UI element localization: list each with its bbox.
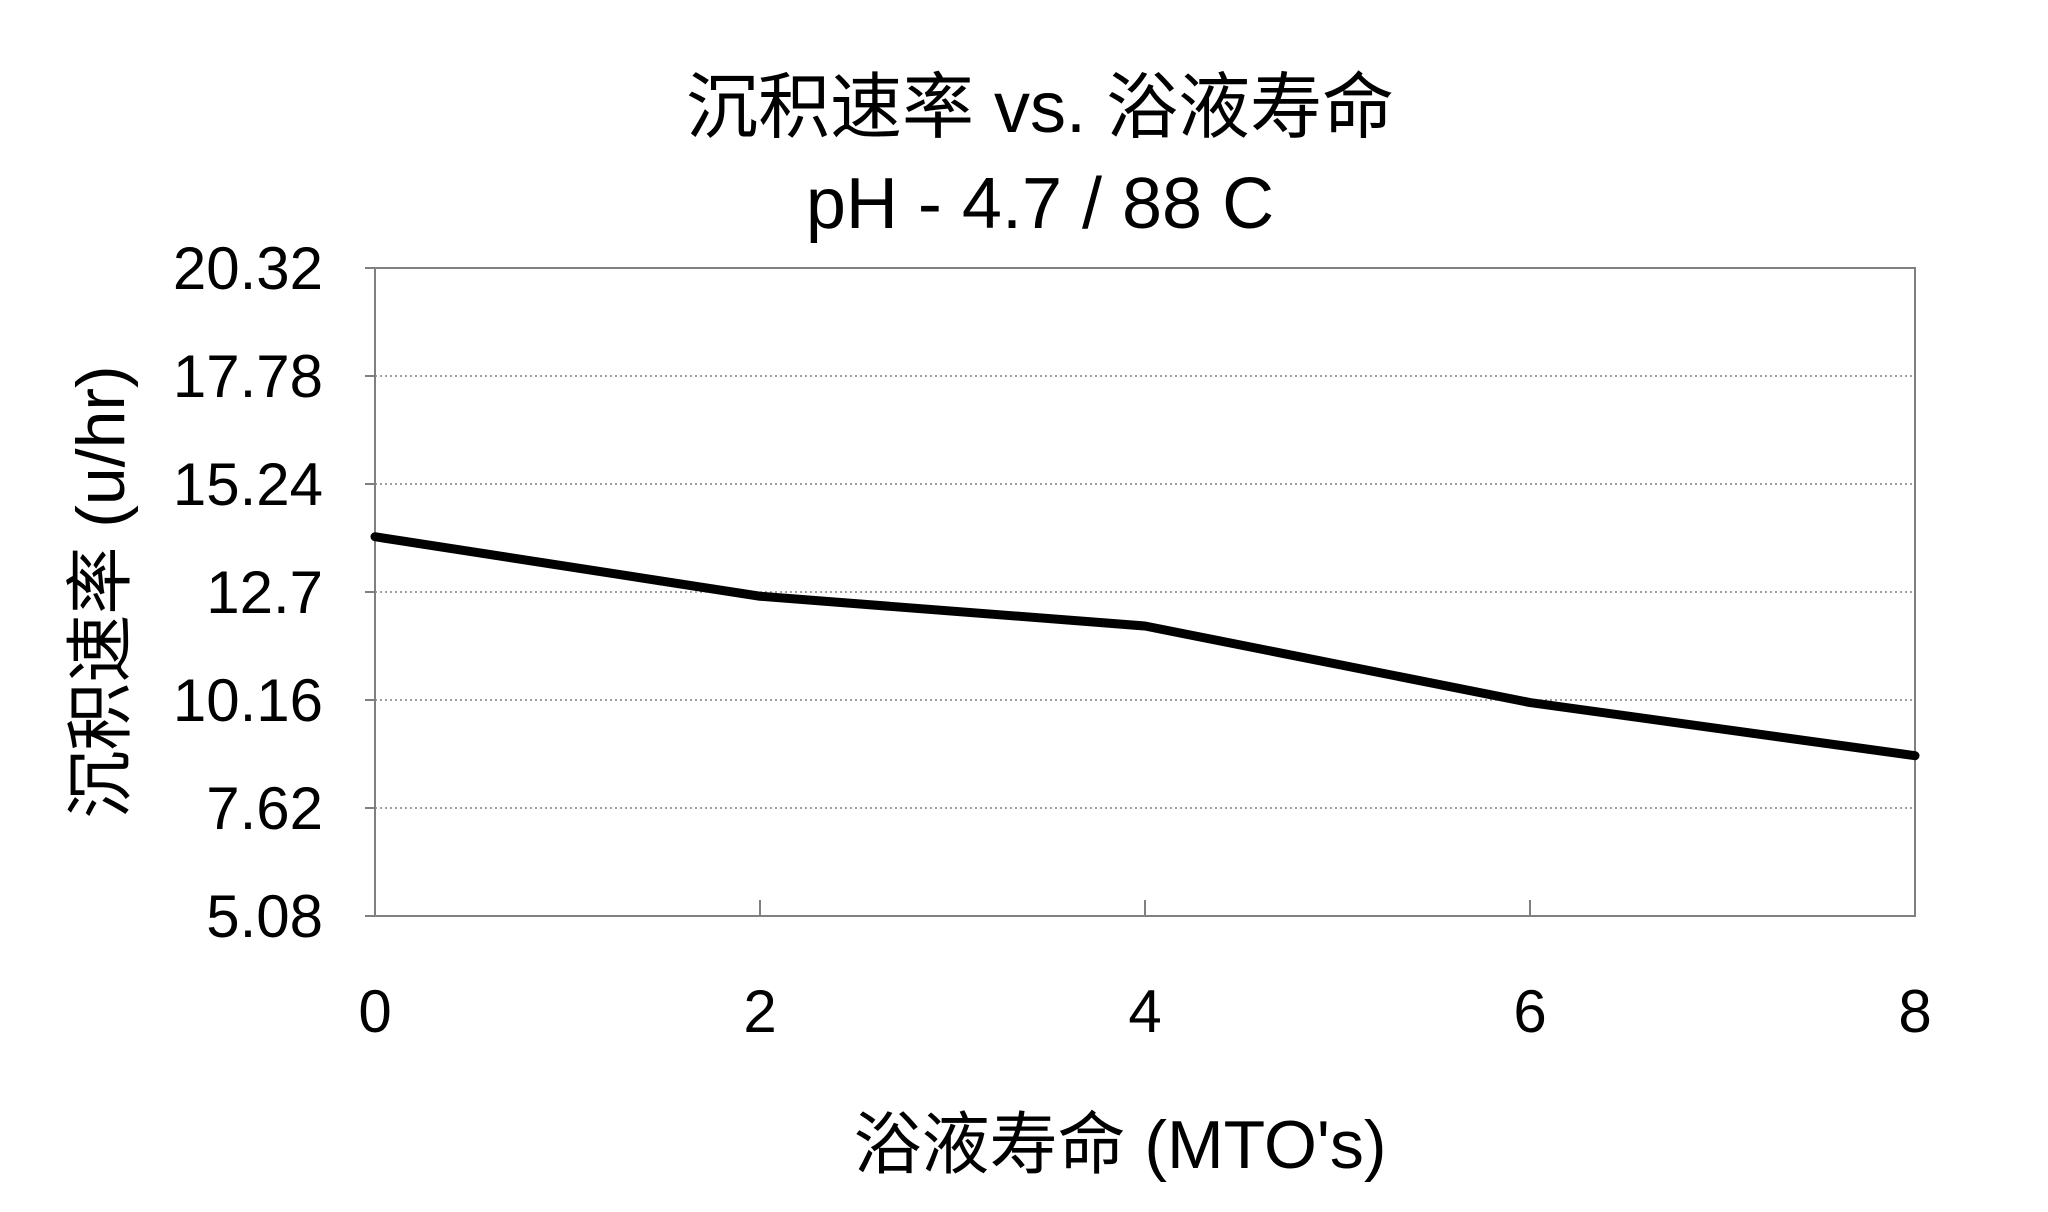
y-tick-label: 15.24 <box>173 451 323 518</box>
x-axis-ticks: 0 2 4 6 8 <box>358 900 1932 1045</box>
y-tick-label: 7.62 <box>206 775 323 842</box>
series-line <box>370 532 1920 761</box>
y-axis-label: 沉积速率 (u/hr) <box>63 365 139 818</box>
y-tick-label: 10.16 <box>173 667 323 734</box>
y-tick-label: 17.78 <box>173 343 323 410</box>
x-tick-label: 8 <box>1898 978 1931 1045</box>
x-axis-label: 浴液寿命 (MTO's) <box>853 1107 1386 1183</box>
grid-lines <box>375 375 1915 809</box>
y-tick-label: 12.7 <box>206 559 323 626</box>
x-tick-label: 4 <box>1128 978 1161 1045</box>
y-tick-label: 5.08 <box>206 883 323 950</box>
chart-subtitle: pH - 4.7 / 88 C <box>806 164 1274 244</box>
x-tick-label: 0 <box>358 978 391 1045</box>
series-group <box>370 532 1920 761</box>
x-tick-label: 2 <box>743 978 776 1045</box>
x-tick-label: 6 <box>1513 978 1546 1045</box>
y-tick-label: 20.32 <box>173 235 323 302</box>
chart-title: 沉积速率 vs. 浴液寿命 <box>686 68 1394 148</box>
y-axis-ticks: 5.08 7.62 10.16 12.7 15.24 17.78 20.32 <box>173 235 375 950</box>
